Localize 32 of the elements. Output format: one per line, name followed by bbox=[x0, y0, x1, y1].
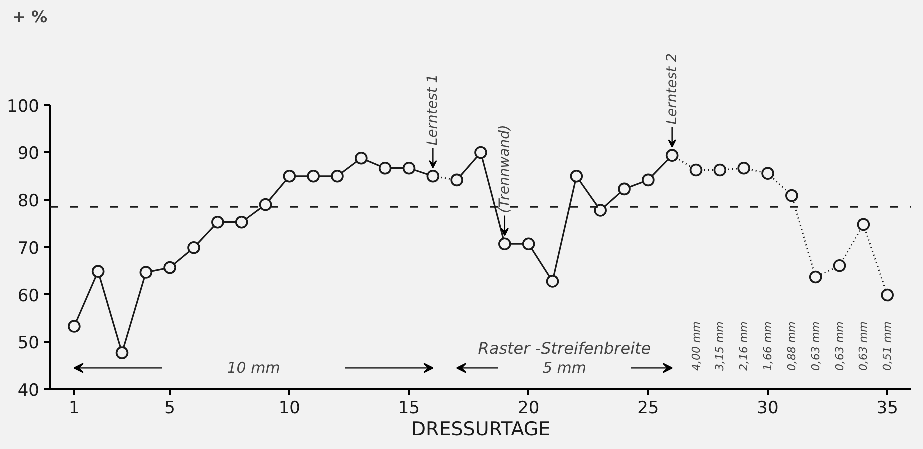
x-tick-label: 10 bbox=[278, 398, 300, 418]
annotation: 0,63 mm bbox=[809, 322, 822, 372]
y-tick-label: 100 bbox=[7, 96, 40, 117]
annotation: 1,66 mm bbox=[762, 322, 774, 372]
y-tick-label: 40 bbox=[18, 381, 40, 401]
annotation: 0,88 mm bbox=[785, 322, 798, 372]
y-tick-label: 50 bbox=[18, 334, 40, 354]
annotation: 10 mm bbox=[227, 359, 280, 378]
annotation: 2,16 mm bbox=[738, 322, 751, 372]
annotation: 0,63 mm bbox=[857, 322, 870, 372]
x-tick-label: 15 bbox=[398, 398, 420, 418]
y-tick-label: 90 bbox=[18, 144, 40, 164]
y-tick-label: 80 bbox=[18, 192, 40, 212]
annotation: 0,51 mm bbox=[881, 322, 894, 372]
annotation: (Trennwand) bbox=[496, 125, 513, 214]
annotation: 0,63 mm bbox=[833, 322, 846, 372]
annotation: 5 mm bbox=[542, 359, 586, 378]
x-tick-label: 35 bbox=[876, 398, 898, 418]
y-axis-title: + % bbox=[12, 8, 48, 26]
x-axis-title: DRESSURTAGE bbox=[411, 418, 551, 440]
y-tick-label: 70 bbox=[18, 238, 40, 259]
y-tick-label: 60 bbox=[18, 286, 40, 306]
x-tick-label: 1 bbox=[69, 398, 80, 418]
annotation: 3,15 mm bbox=[714, 322, 727, 372]
x-tick-label: 30 bbox=[757, 398, 779, 418]
x-tick-label: 5 bbox=[164, 398, 176, 418]
annotation: 4,00 mm bbox=[690, 322, 703, 372]
x-tick-label: 25 bbox=[638, 398, 660, 418]
x-tick-label: 20 bbox=[518, 398, 540, 418]
annotation: Lerntest 2 bbox=[664, 53, 680, 125]
annotation: Lerntest 1 bbox=[425, 74, 442, 146]
annotation: Raster -Streifenbreite bbox=[478, 338, 652, 358]
